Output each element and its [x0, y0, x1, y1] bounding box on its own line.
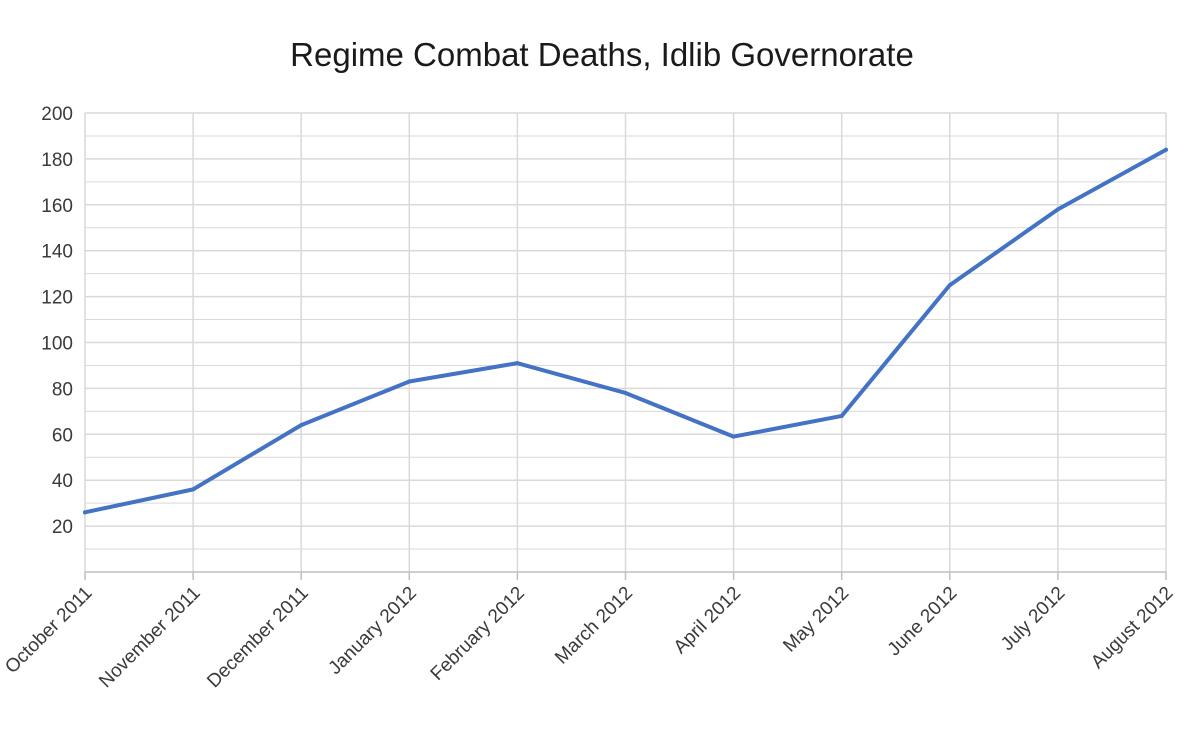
data-point	[623, 390, 628, 395]
x-tick-label: April 2012	[670, 583, 745, 658]
y-tick-label: 200	[41, 104, 73, 125]
x-tick-label: July 2012	[997, 583, 1069, 655]
y-tick-label: 180	[41, 150, 73, 171]
y-tick-label: 160	[41, 196, 73, 217]
y-tick-label: 120	[41, 288, 73, 309]
data-point	[299, 423, 304, 428]
x-tick-label: November 2011	[95, 583, 204, 692]
y-tick-label: 60	[52, 425, 73, 446]
data-point	[407, 379, 412, 384]
x-tick-label: May 2012	[779, 583, 853, 657]
data-point	[515, 361, 520, 366]
y-tick-label: 20	[52, 517, 73, 538]
y-tick-label: 40	[52, 471, 73, 492]
data-point	[191, 487, 196, 492]
chart-title: Regime Combat Deaths, Idlib Governorate	[290, 36, 914, 73]
x-tick-label: October 2011	[1, 583, 96, 678]
y-tick-label: 140	[41, 242, 73, 263]
data-point	[839, 413, 844, 418]
data-point	[947, 283, 952, 288]
y-tick-label: 80	[52, 379, 73, 400]
data-point	[83, 510, 87, 515]
x-tick-label: March 2012	[551, 583, 637, 669]
x-tick-label: August 2012	[1087, 583, 1177, 673]
data-point	[1055, 207, 1060, 212]
data-point	[1164, 147, 1168, 152]
y-tick-label: 100	[41, 334, 73, 355]
x-tick-label: January 2012	[325, 583, 421, 679]
x-tick-label: December 2011	[203, 583, 312, 692]
x-tick-label: June 2012	[884, 583, 962, 661]
data-point	[731, 434, 736, 439]
x-tick-label: February 2012	[427, 583, 529, 685]
